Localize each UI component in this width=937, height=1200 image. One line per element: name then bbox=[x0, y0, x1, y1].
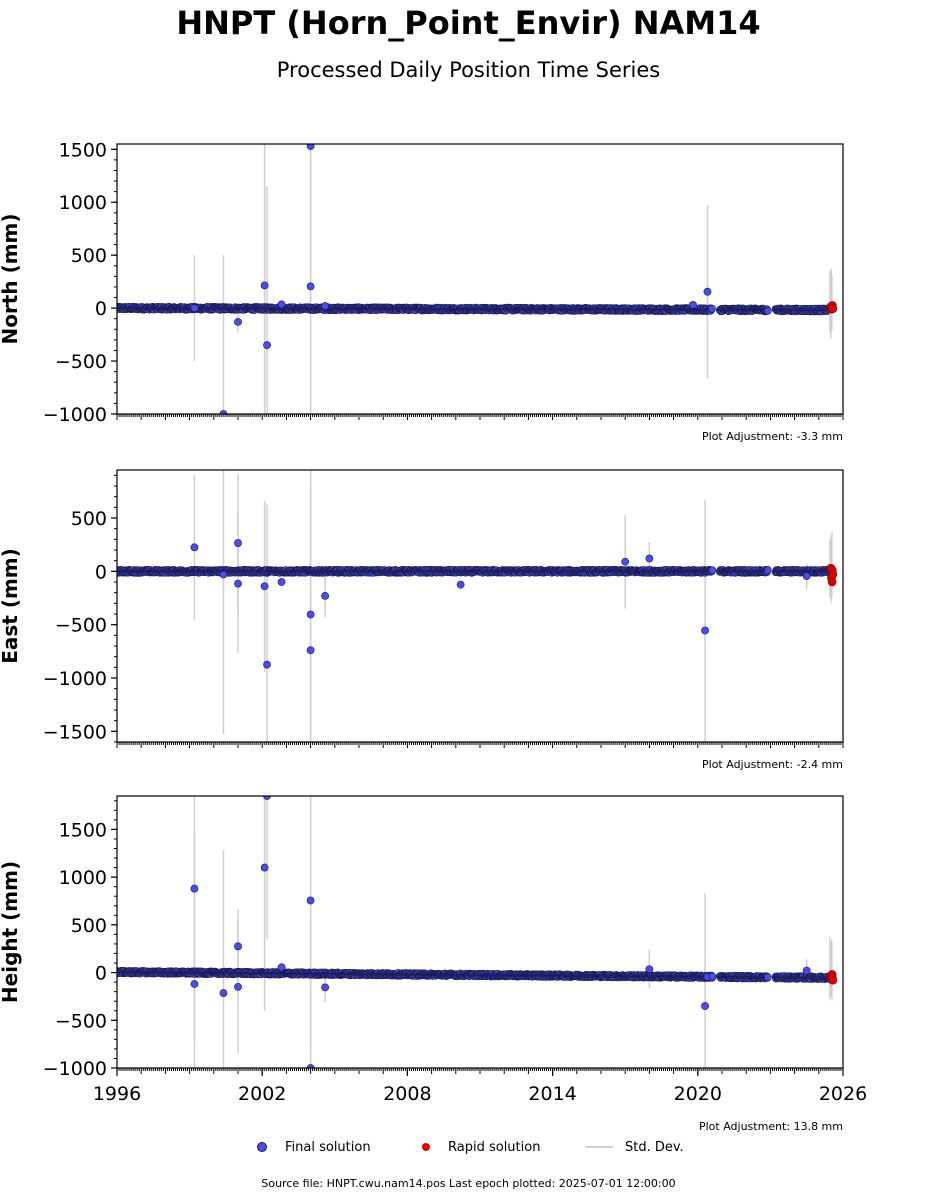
axes-frame bbox=[116, 143, 844, 415]
axes-frame bbox=[116, 469, 844, 743]
y-tick-label: 500 bbox=[71, 245, 107, 267]
final-point-outlier bbox=[306, 282, 315, 291]
final-point-outlier bbox=[277, 578, 286, 586]
y-tick-label: −500 bbox=[55, 615, 107, 637]
final-point-outlier bbox=[263, 660, 271, 669]
y-tick-label: 0 bbox=[95, 298, 107, 320]
final-solution-series bbox=[117, 302, 835, 316]
final-solution-series bbox=[117, 565, 835, 577]
final-point-outlier bbox=[306, 610, 315, 619]
y-tick-label: −500 bbox=[55, 351, 107, 373]
chart-title: HNPT (Horn_Point_Envir) NAM14 bbox=[176, 4, 761, 42]
plot-area bbox=[117, 470, 838, 742]
final-point-outlier bbox=[263, 341, 271, 350]
final-point-outlier bbox=[645, 554, 654, 563]
rapid-point bbox=[828, 304, 838, 313]
final-point-outlier bbox=[234, 317, 242, 326]
final-point-outlier bbox=[306, 646, 315, 655]
y-tick-label: −1000 bbox=[43, 668, 107, 690]
rapid-point bbox=[828, 570, 838, 579]
y-tick-label: 1500 bbox=[59, 139, 107, 161]
y-tick-label: −1000 bbox=[43, 404, 107, 426]
rapid-point bbox=[827, 577, 837, 587]
final-point bbox=[708, 304, 716, 313]
plot-area bbox=[117, 144, 838, 414]
final-point-outlier bbox=[703, 287, 712, 296]
final-point-outlier bbox=[621, 557, 630, 566]
final-point-outlier bbox=[802, 572, 811, 581]
final-point-outlier bbox=[689, 301, 697, 309]
final-point bbox=[763, 566, 772, 574]
panel-1: −1000 −500 0 500 1000 1500 North (mm) Plot Adju… bbox=[0, 139, 844, 443]
final-point-outlier bbox=[234, 539, 242, 547]
y-tick-label: 1000 bbox=[59, 192, 107, 214]
final-point-outlier bbox=[306, 144, 315, 151]
plot-area bbox=[117, 796, 838, 1068]
y-tick-label: −1500 bbox=[43, 721, 107, 743]
final-solution-series bbox=[117, 966, 835, 983]
final-point-outlier bbox=[260, 582, 269, 591]
y-axis-label: East (mm) bbox=[0, 548, 22, 664]
final-point-outlier bbox=[321, 302, 330, 310]
final-point-outlier bbox=[190, 304, 199, 313]
final-point-outlier bbox=[701, 626, 709, 635]
final-point-outlier bbox=[321, 591, 330, 600]
plot-adjustment-label: Plot Adjustment: -2.4 mm bbox=[702, 758, 843, 771]
y-axis-label: North (mm) bbox=[0, 213, 22, 344]
final-point bbox=[763, 307, 772, 315]
final-point-outlier bbox=[190, 543, 199, 552]
chart-subtitle: Processed Daily Position Time Series bbox=[276, 58, 661, 82]
final-point-outlier bbox=[234, 579, 242, 588]
y-tick-label: 500 bbox=[71, 508, 107, 530]
panel-2: −1500 −1000 −500 0 500 East (mm) Plot Adjustme… bbox=[0, 469, 844, 771]
final-point-outlier bbox=[708, 566, 717, 575]
final-point-outlier bbox=[456, 580, 465, 589]
final-point-outlier bbox=[219, 570, 228, 579]
final-point-outlier bbox=[260, 281, 269, 290]
y-tick-label: 0 bbox=[95, 561, 107, 583]
plot-adjustment-label: Plot Adjustment: -3.3 mm bbox=[702, 430, 843, 443]
final-point-outlier bbox=[277, 300, 286, 309]
